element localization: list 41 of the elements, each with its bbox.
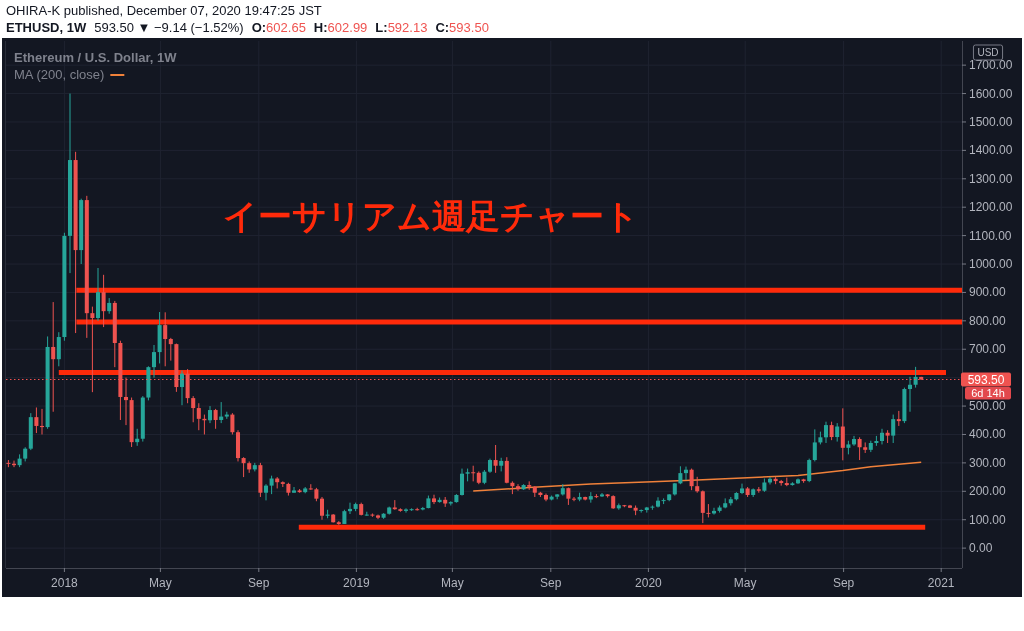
y-tick-label: 0.00 xyxy=(969,541,993,556)
y-tick-label: 900.00 xyxy=(969,285,1007,300)
x-tick-label: May xyxy=(733,576,757,590)
text: L:592.13 xyxy=(375,20,428,35)
y-tick-label: 800.00 xyxy=(969,313,1007,328)
y-tick-label: 100.00 xyxy=(969,512,1007,527)
x-tick-label: Sep xyxy=(540,576,562,590)
ref-line-label: 593.50 xyxy=(967,373,1005,387)
text: C:593.50 xyxy=(435,20,489,35)
y-tick-label: 1300.00 xyxy=(969,171,1013,186)
legend-item: MA (200, close) xyxy=(14,67,126,82)
text: 6d 14h xyxy=(971,387,1005,399)
x-tick-label: 2018 xyxy=(51,576,79,590)
y-tick-label: 500.00 xyxy=(969,399,1007,414)
y-tick-label: 1000.00 xyxy=(969,257,1013,272)
y-tick-label: 1700.00 xyxy=(969,58,1013,73)
text: H:602.99 xyxy=(313,20,368,35)
x-tick-label: 2021 xyxy=(927,576,955,590)
legend-label: MA (200, close) xyxy=(14,67,105,82)
x-tick-label: May xyxy=(441,576,464,590)
x-tick-label: 2019 xyxy=(343,576,371,590)
y-axis-title: USD xyxy=(977,47,999,58)
y-tick-label: 1600.00 xyxy=(969,86,1013,101)
y-tick-label: 1200.00 xyxy=(969,200,1013,215)
y-tick-label: 300.00 xyxy=(969,455,1007,470)
text: OHIRA-K published, December 07, 2020 19:47:25 JST xyxy=(6,3,322,18)
annotation: イーサリアム週足チャート xyxy=(223,197,639,235)
y-tick-label: 400.00 xyxy=(969,427,1007,442)
text: Ethereum / U.S. Dollar, 1W xyxy=(14,50,178,65)
text: O:602.65 xyxy=(251,20,306,35)
y-tick-label: 1500.00 xyxy=(969,114,1013,129)
text: ETHUSD, 1W xyxy=(6,20,87,35)
y-tick-label: 1100.00 xyxy=(969,228,1012,243)
x-tick-label: May xyxy=(149,576,172,590)
y-tick-label: 700.00 xyxy=(969,342,1007,357)
y-tick-label: 1400.00 xyxy=(969,143,1013,158)
x-tick-label: 2020 xyxy=(635,576,663,590)
y-tick-label: 200.00 xyxy=(969,484,1007,499)
x-tick-label: Sep xyxy=(832,576,855,590)
text: 593.50 ▼ −9.14 (−1.52%) xyxy=(94,20,244,35)
x-tick-label: Sep xyxy=(248,576,270,590)
